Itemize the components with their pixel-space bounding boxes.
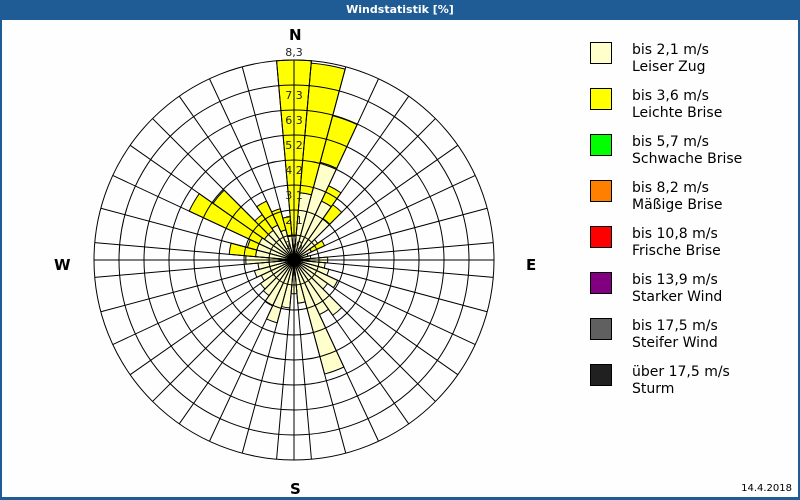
grid-spoke (293, 60, 312, 261)
legend-label: Leiser Zug (632, 59, 706, 75)
grid-spoke (293, 259, 436, 402)
scale-label: 2,1 (285, 214, 303, 227)
grid-spoke (129, 144, 295, 261)
grid-spoke (293, 175, 476, 261)
grid-spoke (293, 95, 410, 261)
grid-spoke (94, 242, 295, 261)
wind-rose-chart: 1,0 2,1 3,1 4,2 5,2 6,3 7,3 8,3 (93, 46, 495, 461)
grid-spoke (293, 259, 312, 460)
grid-spoke (241, 66, 295, 261)
grid-spoke (94, 259, 295, 278)
grid-spoke (293, 118, 436, 261)
grid-spoke (276, 259, 295, 460)
grid-spoke (129, 259, 295, 376)
legend-swatch (590, 364, 612, 386)
scale-label: 3,1 (285, 189, 303, 202)
grid-spoke (293, 78, 379, 261)
legend-label: Steifer Wind (632, 335, 718, 351)
grid-spoke (293, 207, 488, 261)
legend-range: bis 10,8 m/s (632, 226, 718, 242)
legend-swatch (590, 226, 612, 248)
chart-panel: 1,0 2,1 3,1 4,2 5,2 6,3 7,3 8,3 N E S W bis 2,1… (2, 20, 798, 498)
grid-spoke (178, 259, 295, 425)
grid-spoke (112, 175, 295, 261)
legend-label: Schwache Brise (632, 151, 743, 167)
grid-spoke (209, 259, 295, 442)
grid-spoke (152, 118, 295, 261)
grid-spoke (152, 259, 295, 402)
legend-swatch (590, 180, 612, 202)
legend-range: bis 8,2 m/s (632, 180, 709, 196)
grid-spoke (209, 78, 295, 261)
legend-range: bis 17,5 m/s (632, 318, 718, 334)
date-stamp: 14.4.2018 (741, 483, 792, 494)
grid-spoke (178, 95, 295, 261)
legend-swatch (590, 272, 612, 294)
grid-spoke (293, 144, 459, 261)
compass-east: E (526, 256, 537, 274)
legend-swatch (590, 134, 612, 156)
legend-label: Sturm (632, 381, 675, 397)
grid-spoke (293, 242, 494, 261)
scale-label: 8,3 (285, 46, 303, 59)
window-title: Windstatistik [%] (0, 0, 800, 20)
legend-swatch (590, 88, 612, 110)
grid-spoke (100, 259, 295, 313)
grid-spoke (293, 259, 379, 442)
grid-spoke (293, 259, 476, 345)
scale-label: 6,3 (285, 114, 303, 127)
grid-spoke (293, 259, 494, 278)
scale-label: 1,0 (285, 239, 303, 252)
legend-range: bis 13,9 m/s (632, 272, 718, 288)
scale-label: 7,3 (285, 89, 303, 102)
legend-swatch (590, 42, 612, 64)
grid-spoke (276, 60, 295, 261)
compass-south: S (290, 480, 301, 498)
compass-north: N (289, 26, 302, 44)
grid-spoke (293, 66, 347, 261)
grid-spoke (100, 207, 295, 261)
grid-spoke (293, 259, 410, 425)
compass-west: W (54, 256, 71, 274)
legend-label: Mäßige Brise (632, 197, 723, 213)
scale-label: 5,2 (285, 139, 303, 152)
grid-spoke (293, 259, 459, 376)
legend-label: Starker Wind (632, 289, 723, 305)
legend-swatch (590, 318, 612, 340)
scale-label: 4,2 (285, 164, 303, 177)
grid-spoke (293, 259, 488, 313)
grid-spoke (241, 259, 295, 454)
legend-label: Frische Brise (632, 243, 721, 259)
grid-spoke (112, 259, 295, 345)
legend-range: bis 2,1 m/s (632, 42, 709, 58)
legend-range: bis 3,6 m/s (632, 88, 709, 104)
grid-spoke (293, 259, 347, 454)
legend-label: Leichte Brise (632, 105, 723, 121)
legend-range: über 17,5 m/s (632, 364, 730, 380)
legend-range: bis 5,7 m/s (632, 134, 709, 150)
